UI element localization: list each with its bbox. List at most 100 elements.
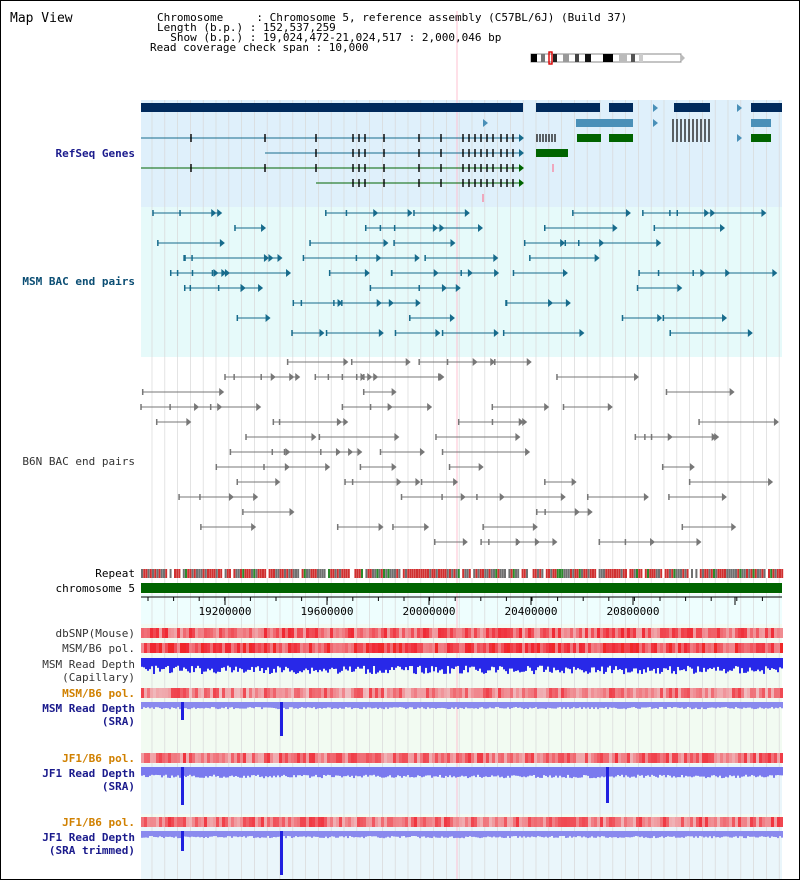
depth-bar [167,767,169,778]
depth-bar [531,767,533,776]
polymorphism-cell [318,643,321,653]
polymorphism-cell [633,753,636,763]
depth-bar [499,831,501,837]
depth-bar [191,831,193,837]
polymorphism-cell [615,628,618,638]
depth-bar [705,658,707,672]
depth-bar [737,831,739,838]
depth-bar [363,658,365,666]
depth-bar [653,658,655,669]
polymorphism-cell [615,643,618,653]
repeat-block [402,569,405,578]
repeat-block [198,569,201,578]
gene-bar [536,103,600,112]
polymorphism-cell [546,688,549,698]
depth-bar [583,767,585,776]
polymorphism-cell [201,643,204,653]
polymorphism-cell [309,628,312,638]
bac-end [667,433,673,441]
repeat-block [506,569,509,578]
depth-bar [267,702,269,708]
depth-bar [489,702,491,708]
depth-bar [745,702,747,709]
depth-bar [401,658,403,670]
polymorphism-cell [312,753,315,763]
depth-bar [563,767,565,778]
depth-bar [577,831,579,837]
depth-bar [687,702,689,708]
polymorphism-cell [657,643,660,653]
depth-bar [741,658,743,669]
polymorphism-cell [510,817,513,827]
depth-bar [703,767,705,777]
polymorphism-cell [648,628,651,638]
depth-bar [161,831,163,838]
depth-bar [753,767,755,776]
polymorphism-cell [336,753,339,763]
polymorphism-cell [246,628,249,638]
depth-bar [665,831,667,838]
polymorphism-cell [333,753,336,763]
polymorphism-cell [570,688,573,698]
depth-bar [707,831,709,838]
depth-bar [445,831,447,838]
depth-bar [681,767,683,775]
depth-bar [375,702,377,708]
repeat-block [666,569,669,578]
polymorphism-cell [444,688,447,698]
polymorphism-cell [501,688,504,698]
depth-bar [493,831,495,837]
depth-bar [225,767,227,778]
track-label-jf1-depth-trim-2: (SRA trimmed) [48,844,135,857]
depth-bar [669,702,671,708]
bac-end [391,463,397,471]
depth-bar [633,658,635,669]
repeat-block [189,569,192,578]
polymorphism-cell [723,628,726,638]
depth-bar [501,658,503,667]
polymorphism-cell [246,753,249,763]
depth-bar [333,702,335,709]
polymorphism-cell [519,753,522,763]
polymorphism-cell [780,643,783,653]
repeat-block [488,569,491,578]
polymorphism-cell [564,628,567,638]
depth-bar [715,767,717,777]
repeat-block [482,569,484,578]
depth-bar [211,702,213,708]
depth-bar [337,831,339,838]
polymorphism-cell [381,753,384,763]
polymorphism-cell [687,688,690,698]
polymorphism-cell [174,817,177,827]
repeat-block [611,569,614,578]
depth-bar [649,767,651,777]
depth-bar [209,702,211,709]
depth-bar [723,658,725,669]
repeat-block [563,569,566,578]
polymorphism-cell [642,753,645,763]
depth-bar [763,702,765,709]
depth-bar [285,658,287,667]
depth-bar [455,767,457,778]
depth-bar [505,702,507,709]
depth-bar [619,658,621,670]
polymorphism-cell [714,643,717,653]
depth-bar [547,767,549,778]
depth-bar [695,658,697,673]
depth-bar [421,767,423,778]
chromosome-ideogram[interactable] [529,51,687,65]
polymorphism-cell [447,817,450,827]
depth-bar [617,767,619,776]
polymorphism-cell [189,688,192,698]
depth-bar [697,658,699,667]
depth-bar [431,831,433,839]
polymorphism-cell [204,628,207,638]
polymorphism-cell [303,817,306,827]
depth-bar [537,831,539,837]
depth-bar [557,702,559,708]
polymorphism-cell [738,643,741,653]
repeat-block [319,569,322,578]
repeat-block [163,569,165,578]
depth-bar [317,831,319,837]
